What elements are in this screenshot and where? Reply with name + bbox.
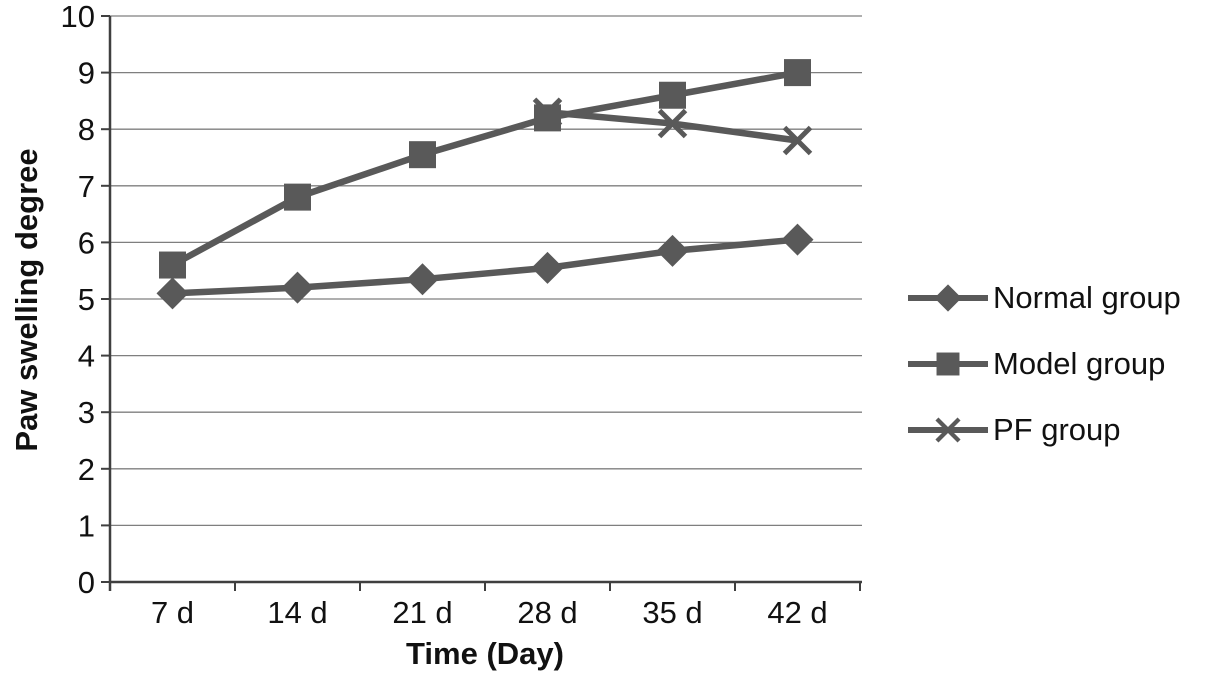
legend-label: Normal group [993,280,1181,315]
x-axis-title: Time (Day) [406,636,564,671]
x-tick-label: 14 d [267,595,327,630]
legend: Normal group Model group PF group [905,276,1181,452]
square-marker-icon [936,352,960,376]
y-tick-label: 9 [78,56,95,91]
square-marker-icon [284,183,311,211]
diamond-marker-icon [281,271,314,304]
y-axis-title: Paw swelling degree [9,148,44,452]
series-line-normal-group [172,236,798,297]
series-line-model-group [170,69,799,268]
y-tick-label: 10 [61,0,95,34]
square-marker-icon [159,251,186,279]
diamond-marker-icon [934,284,962,312]
square-marker-icon [534,104,561,132]
diamond-marker-icon [156,277,189,310]
x-tick-label: 42 d [767,595,827,630]
diamond-marker-icon [781,223,814,256]
legend-label: PF group [993,412,1121,447]
legend-item-pf-group: PF group [905,408,1181,452]
legend-label: Model group [993,346,1166,381]
x-tick-label: 28 d [517,595,577,630]
diamond-marker-swatch-icon [908,284,988,312]
y-tick-label: 5 [78,282,95,317]
diamond-marker-icon [406,263,439,296]
x-marker-icon [657,108,688,139]
square-marker-icon [409,141,436,169]
legend-item-normal-group: Normal group [905,276,1181,320]
y-tick-label: 3 [78,395,95,430]
diamond-marker-icon [656,234,689,267]
y-tick-label: 0 [78,565,95,600]
x-marker-swatch-icon [908,417,988,443]
y-tick-label: 8 [78,112,95,147]
x-marker-icon [782,125,813,156]
legend-item-model-group: Model group [905,342,1181,386]
square-marker-icon [659,81,686,109]
y-tick-label: 1 [78,508,95,543]
x-tick-label: 21 d [392,595,452,630]
y-tick-label: 2 [78,452,95,487]
y-tick-label: 7 [78,169,95,204]
x-tick-label: 35 d [642,595,702,630]
x-tick-label: 7 d [151,595,194,630]
square-marker-swatch-icon [908,352,988,376]
square-marker-icon [784,59,811,87]
y-tick-label: 6 [78,225,95,260]
y-tick-label: 4 [78,339,95,374]
diamond-marker-icon [531,251,564,284]
x-marker-icon [935,417,961,443]
